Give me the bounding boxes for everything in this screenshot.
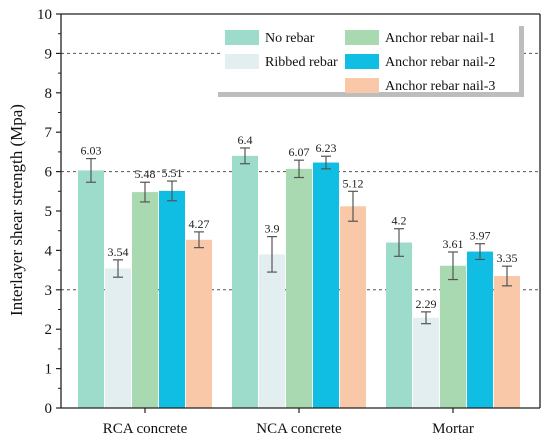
legend-label: Anchor rebar nail-1 [385, 31, 495, 46]
error-bars [86, 147, 512, 325]
y-tick-label: 2 [45, 322, 53, 338]
bar [413, 317, 439, 408]
bar [232, 155, 258, 408]
y-tick-label: 3 [45, 283, 53, 299]
bar [159, 190, 185, 408]
bar [313, 162, 339, 408]
legend: No rebar Ribbed rebar Anchor rebar nail-1 A… [218, 26, 524, 97]
data-label: 3.97 [470, 229, 491, 243]
data-label: 3.9 [265, 222, 280, 236]
bar [440, 265, 466, 408]
data-label: 6.4 [238, 133, 253, 147]
data-label: 4.2 [392, 214, 407, 228]
x-category-label: NCA concrete [256, 421, 342, 437]
bar [78, 170, 104, 408]
bar [105, 268, 131, 408]
legend-shadow-right [519, 26, 524, 97]
bar [186, 239, 212, 408]
y-tick-label: 0 [45, 401, 53, 417]
legend-label: Anchor rebar nail-2 [385, 55, 495, 70]
bar [467, 251, 493, 408]
bar [132, 192, 158, 408]
data-label: 5.51 [162, 166, 183, 180]
y-axis-title: Interlayer shear strength (Mpa) [7, 104, 26, 316]
data-label: 3.61 [443, 237, 464, 251]
bar [494, 276, 520, 408]
y-tick-label: 8 [45, 86, 53, 102]
y-tick-label: 7 [45, 125, 53, 141]
data-label: 2.29 [416, 297, 437, 311]
data-label: 6.03 [81, 144, 102, 158]
legend-swatch [345, 78, 379, 93]
legend-swatch [345, 54, 379, 69]
legend-label: Ribbed rebar [265, 55, 338, 70]
data-label: 3.54 [108, 245, 129, 259]
y-tick-label: 5 [45, 204, 53, 220]
legend-label: No rebar [265, 31, 315, 46]
y-tick-label: 6 [45, 165, 53, 181]
y-tick-label: 1 [45, 362, 53, 378]
data-label: 4.27 [189, 217, 210, 231]
x-category-label: Mortar [432, 421, 474, 437]
data-label: 3.35 [497, 251, 518, 265]
bars [78, 155, 520, 408]
bar [386, 242, 412, 408]
data-label: 5.12 [343, 176, 364, 190]
legend-swatch [345, 30, 379, 45]
y-tick-label: 4 [45, 243, 53, 259]
y-tick-label: 10 [37, 7, 52, 23]
bar [259, 254, 285, 408]
data-label: 6.07 [289, 145, 310, 159]
data-labels: 6.03 6.4 4.2 3.54 3.9 2.29 5.48 6.07 3.61 5.51 6.2… [81, 133, 518, 311]
bar [286, 168, 312, 408]
bar [340, 206, 366, 408]
axes: 0 1 2 3 4 5 6 7 8 9 10 RCA concrete NCA concrete Mort… [37, 7, 541, 437]
x-category-label: RCA concrete [103, 421, 188, 437]
legend-label: Anchor rebar nail-3 [385, 79, 495, 94]
y-tick-label: 9 [45, 46, 53, 62]
legend-swatch [225, 30, 259, 45]
legend-shadow-bottom [218, 92, 524, 97]
data-label: 6.23 [316, 141, 337, 155]
data-label: 5.48 [135, 167, 156, 181]
legend-swatch [225, 54, 259, 69]
